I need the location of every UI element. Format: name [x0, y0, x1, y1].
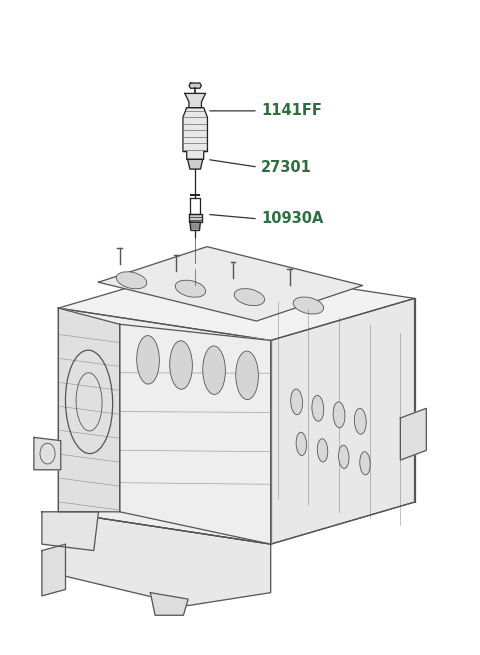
Ellipse shape	[170, 341, 192, 389]
Polygon shape	[189, 83, 201, 88]
Polygon shape	[271, 299, 415, 544]
Ellipse shape	[293, 297, 324, 314]
Ellipse shape	[234, 289, 264, 306]
Polygon shape	[191, 198, 200, 214]
Polygon shape	[189, 214, 202, 222]
Text: 1141FF: 1141FF	[261, 103, 322, 119]
Polygon shape	[59, 308, 120, 512]
Ellipse shape	[296, 432, 307, 455]
Polygon shape	[150, 593, 188, 615]
Polygon shape	[120, 324, 271, 544]
Polygon shape	[98, 247, 362, 321]
Ellipse shape	[312, 396, 324, 421]
Ellipse shape	[137, 335, 159, 384]
Polygon shape	[34, 438, 61, 470]
Ellipse shape	[338, 445, 349, 468]
Text: 10930A: 10930A	[261, 212, 324, 227]
Polygon shape	[190, 222, 200, 231]
Ellipse shape	[116, 272, 147, 289]
Ellipse shape	[317, 439, 328, 462]
Ellipse shape	[360, 452, 370, 475]
Text: 27301: 27301	[261, 160, 312, 175]
Polygon shape	[185, 94, 205, 107]
Polygon shape	[59, 266, 415, 341]
Polygon shape	[59, 308, 271, 544]
Polygon shape	[188, 159, 203, 169]
Ellipse shape	[236, 351, 258, 400]
Polygon shape	[183, 107, 207, 159]
Polygon shape	[42, 544, 65, 596]
Ellipse shape	[291, 389, 302, 415]
Ellipse shape	[175, 280, 205, 297]
Polygon shape	[42, 512, 98, 551]
Ellipse shape	[354, 408, 366, 434]
Ellipse shape	[333, 402, 345, 428]
Polygon shape	[59, 512, 271, 606]
Polygon shape	[400, 408, 426, 460]
Ellipse shape	[203, 346, 226, 394]
